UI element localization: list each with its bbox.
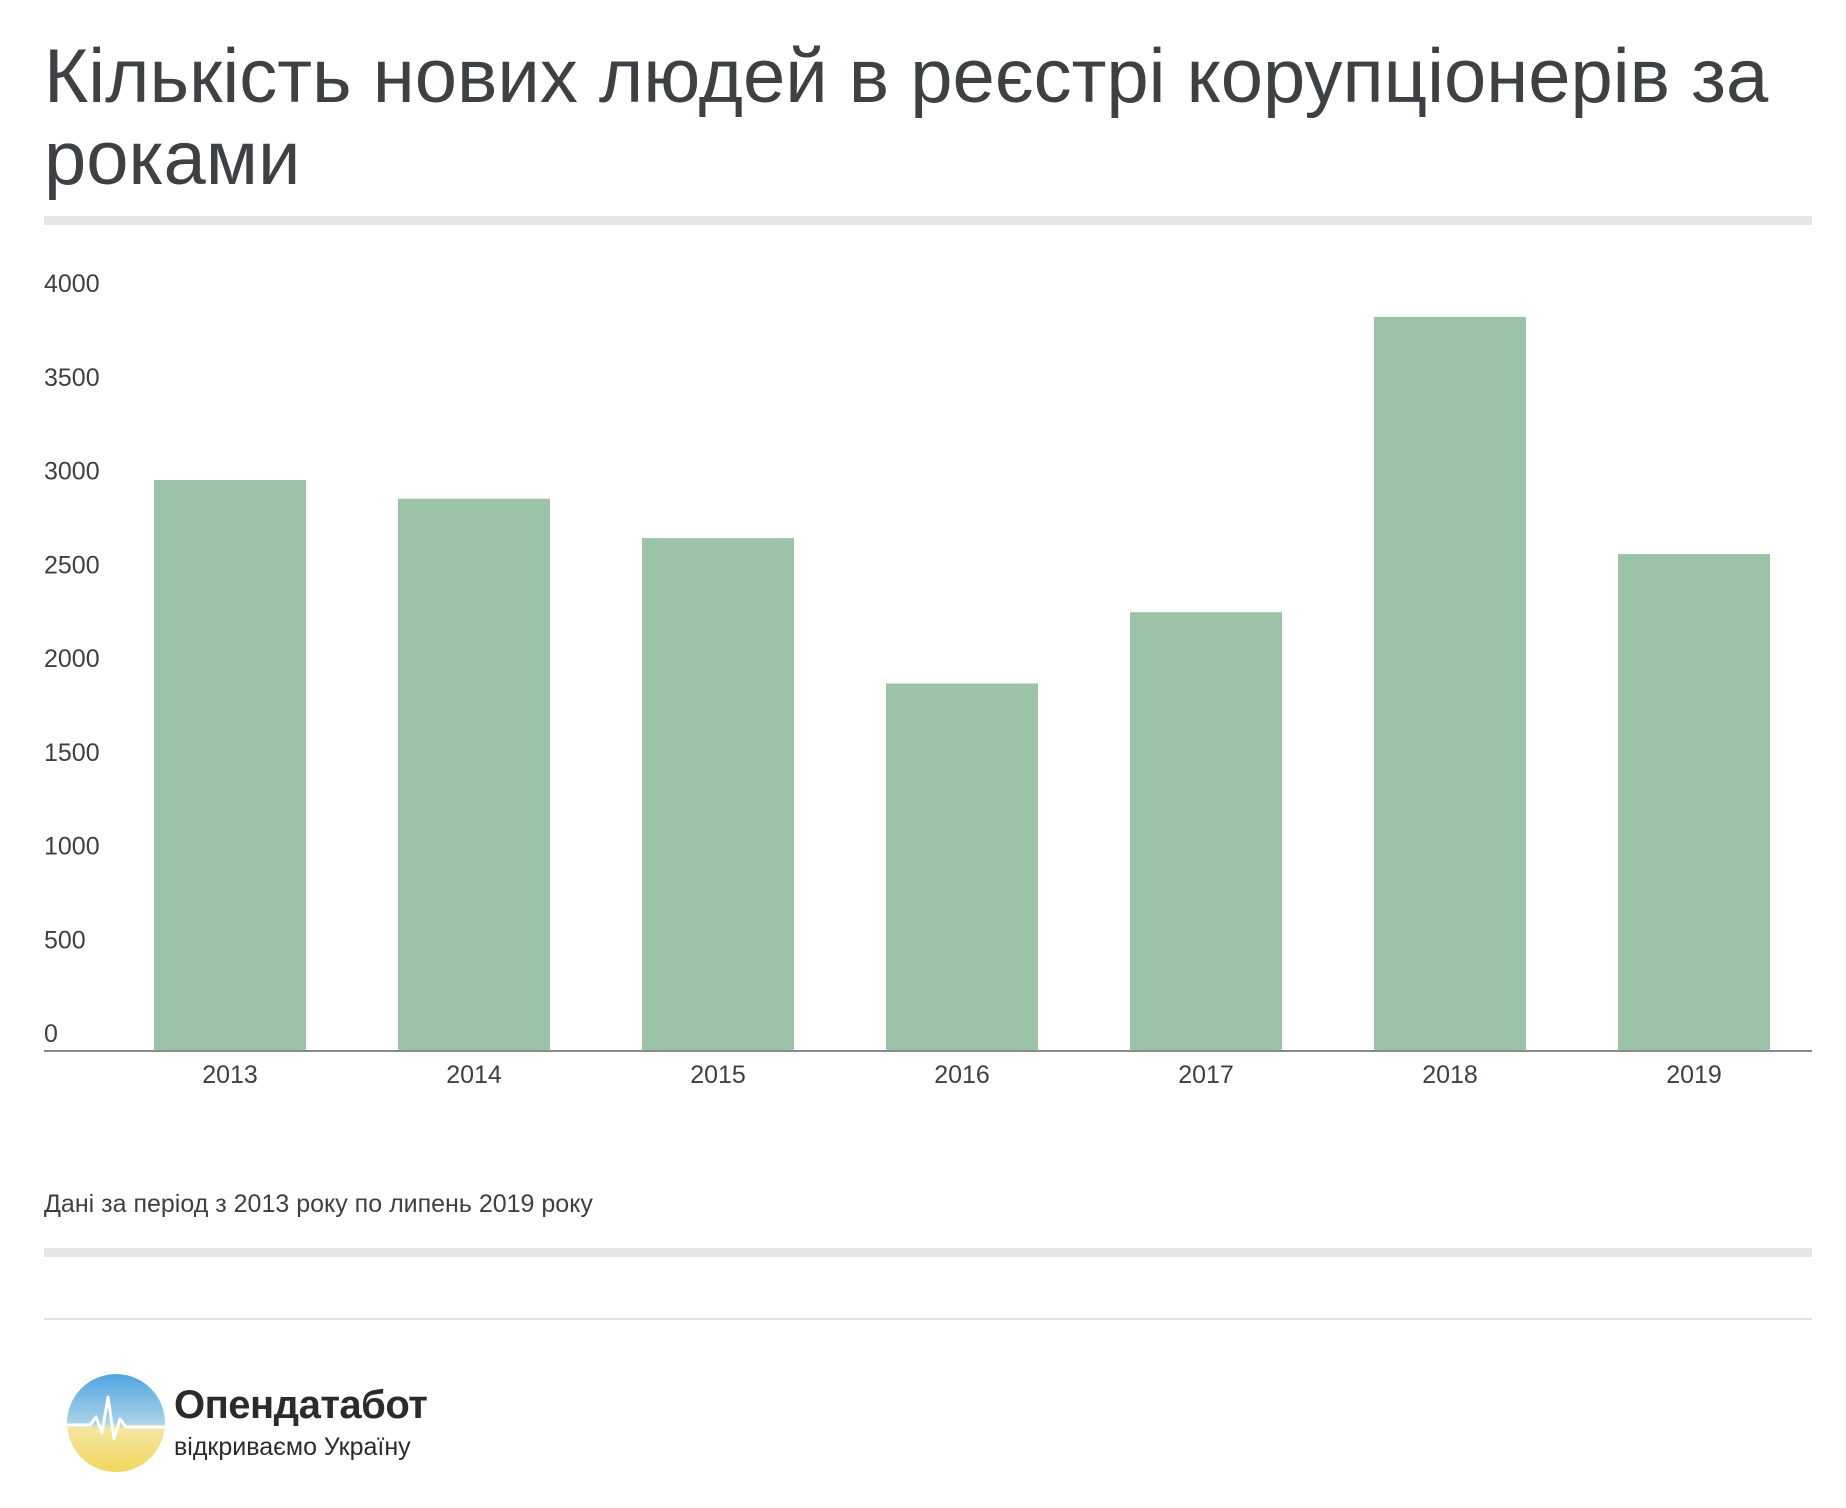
y-axis-ticks: 0 500 1000 1500 2000 2500 3000 3500 4000 xyxy=(44,270,100,1048)
bar-2014[interactable] xyxy=(398,498,550,1050)
x-tick-label: 2015 xyxy=(690,1061,746,1089)
chart-title: Кількість нових людей в реєстрі корупціо… xyxy=(44,34,1769,201)
bar-2019[interactable] xyxy=(1618,554,1770,1050)
x-axis-ticks: 2013 2014 2015 2016 2017 2018 2019 xyxy=(202,1061,1722,1089)
footnote: Дані за період з 2013 року по липень 201… xyxy=(44,1190,593,1218)
footer-divider xyxy=(44,1318,1812,1320)
brand-logo[interactable]: Опендатабот відкриваємо Україну xyxy=(66,1373,486,1478)
y-tick-label: 1500 xyxy=(44,739,100,767)
y-tick-label: 3500 xyxy=(44,364,100,392)
y-tick-label: 0 xyxy=(44,1020,58,1048)
y-tick-label: 1000 xyxy=(44,833,100,861)
bars xyxy=(154,316,1770,1050)
bar-2015[interactable] xyxy=(642,538,794,1050)
y-tick-label: 2500 xyxy=(44,551,100,579)
brand-tagline: відкриваємо Україну xyxy=(174,1433,411,1461)
x-tick-label: 2018 xyxy=(1422,1061,1478,1089)
y-tick-label: 3000 xyxy=(44,458,100,486)
brand-logo-icon xyxy=(67,1374,165,1472)
bar-2018[interactable] xyxy=(1374,316,1526,1050)
x-tick-label: 2019 xyxy=(1666,1061,1722,1089)
footnote-divider xyxy=(44,1248,1812,1257)
y-tick-label: 500 xyxy=(44,926,86,954)
x-tick-label: 2013 xyxy=(202,1061,258,1089)
bar-2017[interactable] xyxy=(1130,612,1282,1050)
x-tick-label: 2016 xyxy=(934,1061,990,1089)
y-tick-label: 4000 xyxy=(44,270,100,298)
bar-2016[interactable] xyxy=(886,683,1038,1050)
title-divider xyxy=(44,216,1812,225)
x-tick-label: 2017 xyxy=(1178,1061,1234,1089)
bar-2013[interactable] xyxy=(154,480,306,1050)
y-tick-label: 2000 xyxy=(44,645,100,673)
x-tick-label: 2014 xyxy=(446,1061,502,1089)
brand-name: Опендатабот xyxy=(174,1383,428,1427)
